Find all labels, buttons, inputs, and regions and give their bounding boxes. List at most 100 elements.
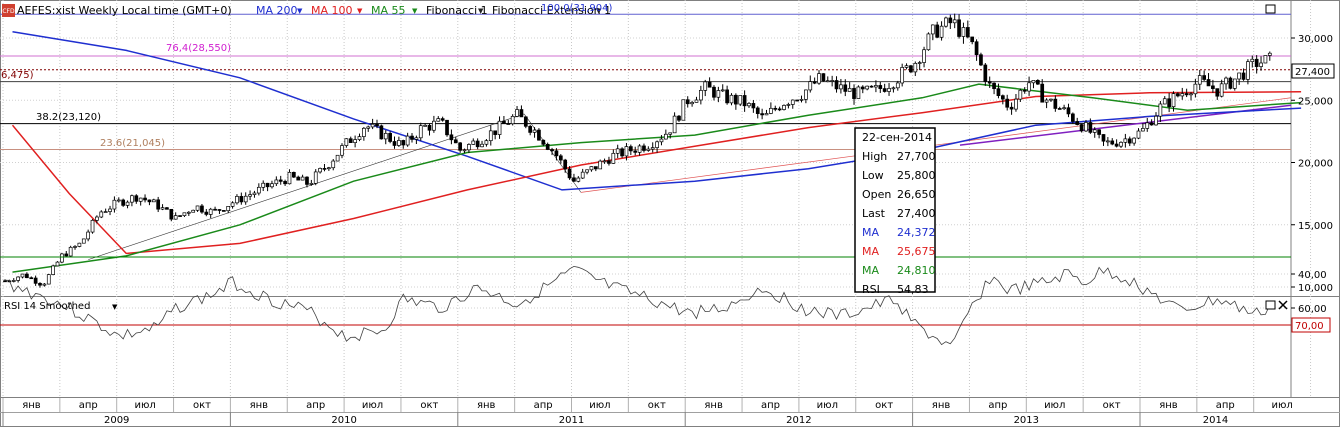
cfd-badge [2,4,15,17]
indicator-dropdown-icon[interactable]: ▼ [412,7,418,15]
candle-body [318,168,322,173]
candle-body [46,274,51,285]
candle-body [1228,77,1233,89]
candle-body [309,182,314,185]
candle-body [265,182,270,188]
ma-line-ma100 [11,91,1302,255]
candle-body [1009,106,1014,110]
candle-body [747,103,751,107]
candle-body [60,253,64,263]
candle-body [537,129,541,141]
rsi-title[interactable]: RSI 14 Smoothed [4,301,90,312]
candle-body [147,199,152,203]
candle-body [611,152,616,164]
fib-label-236: 23.6(21,045) [100,138,165,149]
candle-body [624,146,629,157]
candle-body [287,171,292,185]
symbol-title[interactable]: AEFES:xist Weekly Local time (GMT+0) [17,4,232,17]
price-tick-label: 15,000 [1298,221,1333,232]
candle-body [305,176,309,185]
candle-body [462,149,467,152]
rsi-dropdown-icon[interactable]: ▼ [112,303,118,311]
candle-body [64,253,69,257]
candle-body [440,118,445,121]
candle-body [366,126,371,129]
indicator-dropdown-icon[interactable]: ▼ [478,7,484,15]
candle-body [1232,78,1237,89]
candle-body [1027,82,1031,92]
tooltip-value: 24,810 [897,264,936,277]
indicator-legend[interactable]: MA 200 ▼ MA 100 ▼ MA 55 ▼ Fibonacci 1▼ Fibonacc… [256,4,611,17]
candle-body [235,196,239,204]
time-axis[interactable]: янв апр июл окт янв апр июл окт янв апр июл окт янв а… [2,398,1293,427]
month-label: апр [534,400,553,411]
candle-body [1202,75,1206,80]
tooltip-rows: High 27,700 Low 25,800 Open 26,650 Last 27,400 M… [862,150,936,296]
candle-body [1114,143,1119,147]
fib-label-764: 76,4(28,550) [166,43,231,54]
price-tick-label: 30,000 [1298,34,1333,45]
candle-body [952,19,957,24]
candle-body [847,88,852,92]
candle-body [703,81,708,91]
tooltip-box [854,127,936,293]
candle-body [1000,95,1005,100]
candle-body [493,130,498,135]
candle-body [405,135,410,146]
candle-body [970,36,975,43]
candle-body [532,129,537,133]
candle-body [869,85,874,88]
candle-body [291,171,296,178]
candle-body [388,133,392,142]
candle-body [143,197,147,201]
candle-body [729,94,734,104]
candle-body [375,123,379,127]
candle-body [261,182,266,188]
candle-body [11,280,16,282]
candle-body [357,136,362,140]
year-label: 2009 [104,415,129,426]
candle-body [77,242,82,247]
indicator-legend-item[interactable]: Fibonacci Extension 1 [492,4,611,17]
maximize-rsi-panel-icon[interactable] [1265,300,1276,310]
candle-body [882,88,887,92]
indicator-legend-item[interactable]: MA 100 [311,4,353,17]
candle-body [860,86,865,90]
indicator-legend-item[interactable]: MA 55 [371,4,406,17]
candle-body [878,85,883,89]
candle-body [1005,98,1010,108]
indicator-dropdown-icon[interactable]: ▼ [596,7,602,15]
candle-body [1215,88,1220,97]
candle-body [510,115,515,125]
indicator-dropdown-icon[interactable]: ▼ [297,7,303,15]
rsi-tick-label: 40,00 [1298,270,1327,281]
candle-body [1141,128,1145,132]
candle-body [1246,61,1250,80]
indicator-legend-item[interactable]: MA 200 [256,4,298,17]
month-label: июл [362,400,383,411]
candle-body [138,197,143,202]
candle-body [1062,107,1066,110]
tooltip-key: Last [862,207,886,220]
candle-body [497,120,502,135]
candle-body [948,17,953,24]
tooltip-key: MA [862,264,879,277]
price-tick-label: 20,000 [1298,159,1333,170]
candle-body [1259,62,1263,67]
candle-body [327,167,331,170]
candle-body [900,67,905,84]
candle-body [528,125,533,133]
candle-body [125,201,130,206]
candle-body [856,86,861,99]
candle-body [226,206,231,212]
candle-body [16,276,20,281]
indicator-legend-item[interactable]: Fibonacci 1 [426,4,488,17]
close-rsi-panel-icon[interactable] [1278,300,1288,310]
maximize-price-panel-icon[interactable] [1265,4,1276,14]
candle-body [73,246,77,248]
candle-body [506,123,511,125]
candle-body [917,62,922,64]
indicator-dropdown-icon[interactable]: ▼ [357,7,363,15]
candle-body [480,143,484,148]
